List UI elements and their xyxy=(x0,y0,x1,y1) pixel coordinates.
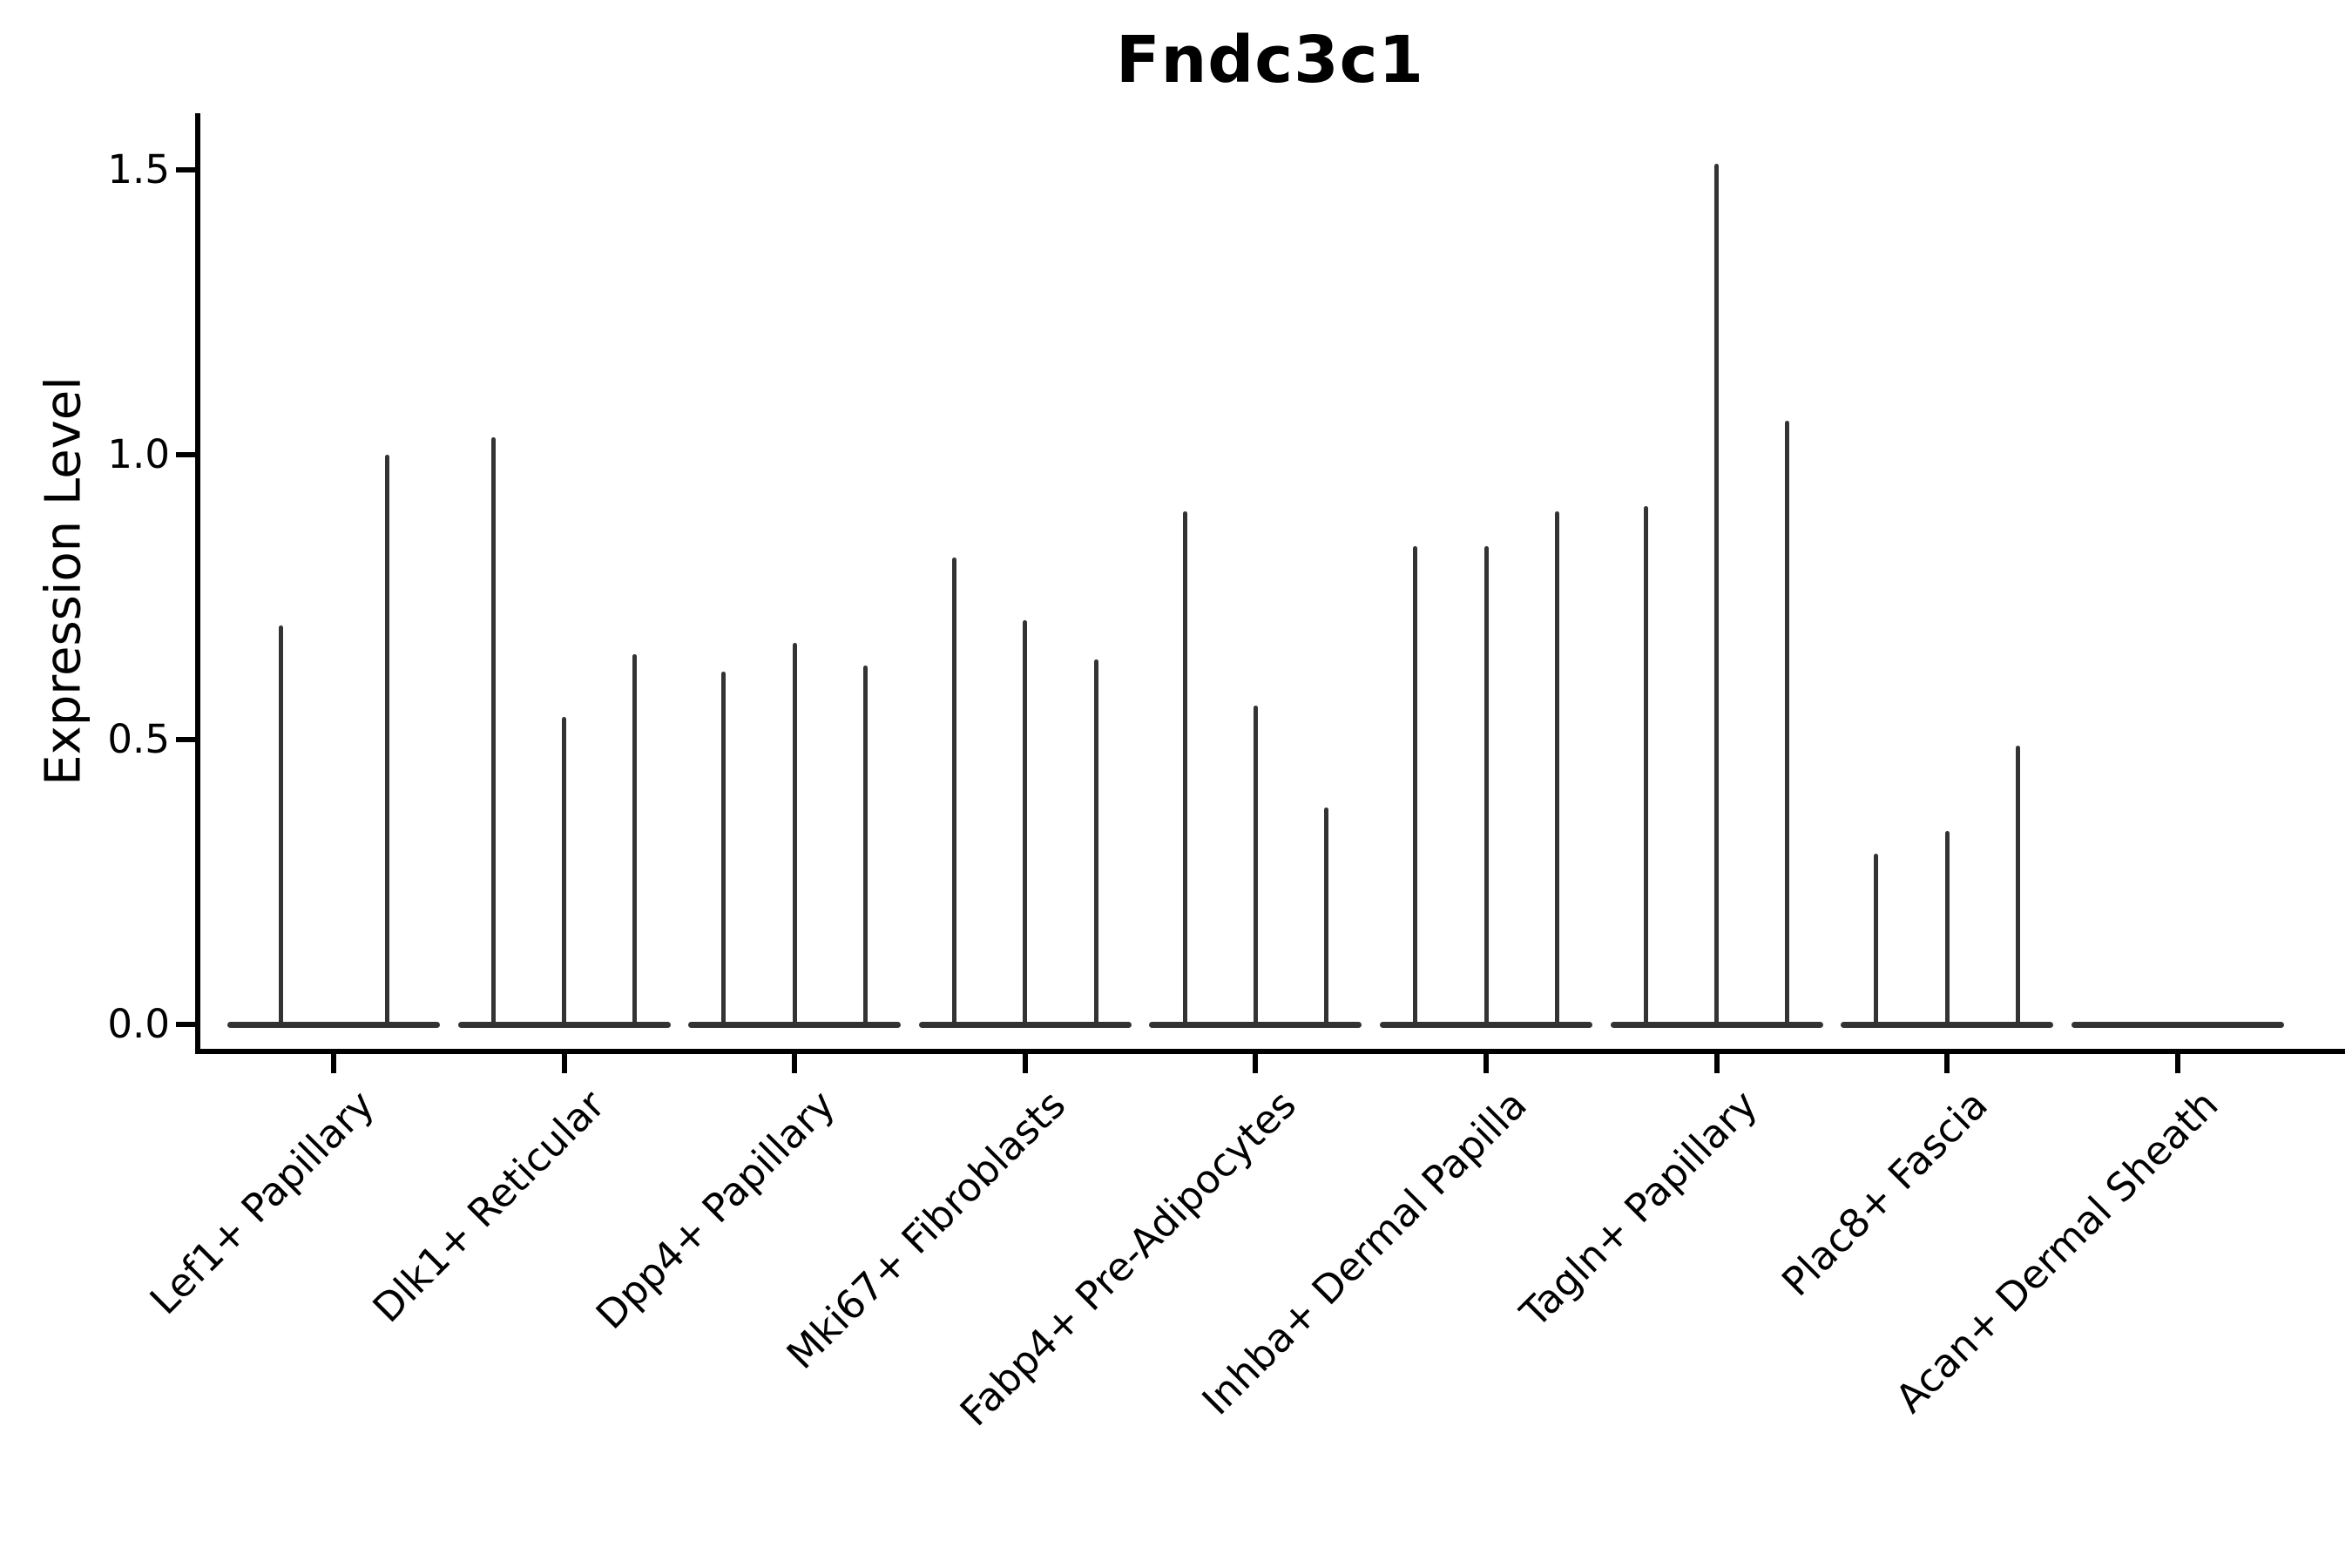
violin-baseline xyxy=(918,1022,1132,1028)
x-tick-label: Dpp4+ Papillary xyxy=(587,1081,844,1339)
y-tick-label: 0.0 xyxy=(107,1001,170,1047)
x-tick xyxy=(1253,1054,1259,1073)
violin-baseline xyxy=(227,1022,440,1028)
violin-spike xyxy=(384,455,389,1024)
x-tick xyxy=(1944,1054,1950,1073)
violin-spike xyxy=(1484,546,1489,1024)
violin-spike xyxy=(1413,546,1418,1024)
violin-baseline xyxy=(1841,1022,2054,1028)
x-tick xyxy=(561,1054,567,1073)
x-tick xyxy=(1022,1054,1028,1073)
chart-title: Fndc3c1 xyxy=(1116,23,1424,98)
violin-spike xyxy=(1785,421,1790,1024)
y-tick xyxy=(176,1022,195,1027)
violin-spike xyxy=(792,643,797,1024)
violin-spike xyxy=(951,558,956,1024)
x-tick xyxy=(792,1054,798,1073)
violin-spike xyxy=(1324,808,1329,1024)
violin-spike xyxy=(1023,620,1028,1024)
violin-spike xyxy=(1182,511,1187,1024)
x-tick xyxy=(1713,1054,1720,1073)
violin-baseline xyxy=(1380,1022,1592,1028)
violin-spike xyxy=(1554,511,1559,1024)
bottom-spine xyxy=(195,1049,2345,1054)
violin-spike xyxy=(1093,659,1098,1024)
violin-baseline xyxy=(688,1022,902,1028)
x-tick-label: Dlk1+ Reticular xyxy=(363,1081,614,1332)
x-tick-label: Tagln+ Papillary xyxy=(1511,1081,1767,1336)
x-tick xyxy=(1484,1054,1489,1073)
y-tick xyxy=(176,737,195,742)
violin-spike xyxy=(1944,831,1950,1024)
violin-spike xyxy=(562,717,567,1024)
x-tick-label: Plac8+ Fascia xyxy=(1773,1081,1997,1306)
y-tick-label: 1.5 xyxy=(107,146,170,193)
violin-spike xyxy=(490,437,496,1024)
violin-spike xyxy=(1874,854,1879,1024)
violin-spike xyxy=(863,666,868,1024)
violin-spike xyxy=(2016,746,2021,1024)
y-tick xyxy=(176,452,195,457)
y-tick-label: 0.5 xyxy=(107,716,170,762)
violin-spike xyxy=(1714,164,1720,1024)
x-tick xyxy=(2174,1054,2180,1073)
violin-spike xyxy=(1253,706,1258,1024)
violin-baseline xyxy=(1610,1022,1823,1028)
left-spine xyxy=(195,113,200,1054)
violin-baseline xyxy=(1149,1022,1362,1028)
violin-baseline xyxy=(2071,1022,2284,1028)
y-tick-label: 1.0 xyxy=(107,431,170,477)
violin-baseline xyxy=(457,1022,671,1028)
violin-spike xyxy=(1643,506,1648,1024)
y-tick xyxy=(176,167,195,172)
x-tick-label: Lef1+ Papillary xyxy=(140,1081,383,1324)
violin-spike xyxy=(721,672,727,1024)
x-tick xyxy=(331,1054,336,1073)
violin-spike xyxy=(278,625,283,1024)
violin-spike xyxy=(632,654,638,1024)
